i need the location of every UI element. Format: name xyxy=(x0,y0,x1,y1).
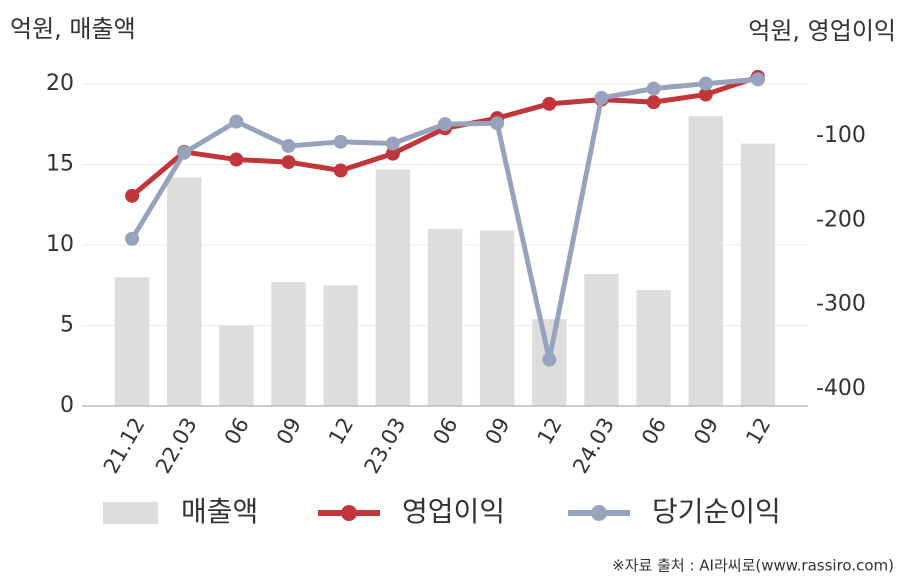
point xyxy=(750,72,765,87)
point xyxy=(438,117,452,132)
x-tick-label: 24.03 xyxy=(568,414,619,478)
y-tick-label: 15 xyxy=(46,152,74,177)
y-tick-label: 0 xyxy=(60,393,74,418)
legend-swatch xyxy=(103,502,158,524)
point xyxy=(333,134,348,149)
bar xyxy=(479,230,515,406)
legend-marker xyxy=(341,505,357,521)
point xyxy=(229,152,244,167)
left-axis-label: 억원, 매출액 xyxy=(10,15,136,43)
point xyxy=(594,90,609,105)
point xyxy=(385,146,400,161)
point xyxy=(333,163,348,178)
y-tick-label: 20 xyxy=(46,71,74,96)
y2-tick-label: -200 xyxy=(816,207,866,232)
y-tick-label: 5 xyxy=(60,313,74,338)
point xyxy=(281,155,296,170)
point xyxy=(125,188,140,203)
point xyxy=(542,352,557,367)
x-tick-label: 06 xyxy=(428,414,462,449)
x-tick-label: 12 xyxy=(324,414,358,449)
point xyxy=(698,87,713,102)
legend-label: 당기순이익 xyxy=(652,495,781,528)
x-tick-label: 09 xyxy=(272,414,306,449)
point xyxy=(177,145,192,160)
y-tick-label: 10 xyxy=(46,232,74,257)
x-tick-label: 12 xyxy=(741,414,775,449)
point xyxy=(229,114,244,129)
bar xyxy=(167,177,202,406)
line xyxy=(130,74,759,198)
source: ※자료 출처 : AI라씨로(www.rassiro.com) xyxy=(612,557,894,575)
x-tick-label: 09 xyxy=(481,413,515,448)
y2-tick-label: -300 xyxy=(816,292,866,317)
legend-label: 매출액 xyxy=(181,495,258,528)
bar xyxy=(427,228,463,406)
bar xyxy=(271,282,306,406)
bar xyxy=(740,143,776,406)
right-axis-label: 억원, 영업이익 xyxy=(748,17,896,45)
bar xyxy=(323,285,358,406)
x-tick-label: 09 xyxy=(689,414,723,449)
point xyxy=(490,116,505,131)
bar xyxy=(375,169,411,406)
x-tick-label: 06 xyxy=(220,414,254,449)
x-tick-label: 23.03 xyxy=(360,414,411,478)
point xyxy=(542,96,557,111)
bar xyxy=(688,116,723,406)
x-tick-label: 22.03 xyxy=(151,414,202,478)
bar xyxy=(584,273,619,406)
legend-label: 영업이익 xyxy=(402,495,505,528)
point xyxy=(385,136,400,151)
point xyxy=(281,139,296,154)
x-tick-label: 12 xyxy=(533,414,567,449)
bar xyxy=(219,325,254,406)
point xyxy=(646,95,661,110)
bar xyxy=(114,277,150,406)
x-tick-label: 21.12 xyxy=(99,414,150,478)
x-tick-label: 06 xyxy=(637,414,671,449)
point xyxy=(125,231,140,246)
legend-marker xyxy=(591,505,607,521)
point xyxy=(698,76,713,91)
y2-tick-label: -100 xyxy=(816,123,866,148)
bar xyxy=(636,290,671,406)
y2-tick-label: -400 xyxy=(816,376,866,401)
point xyxy=(646,81,661,96)
